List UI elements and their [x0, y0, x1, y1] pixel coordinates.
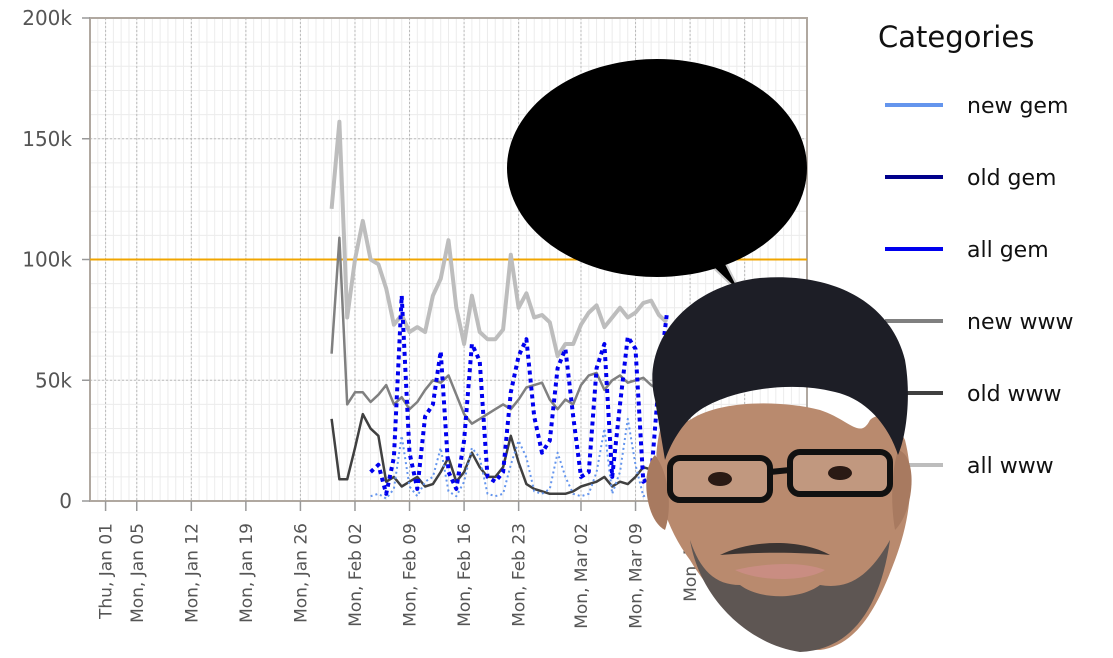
speech-bubble-body: [507, 59, 807, 277]
x-tick-label: Mon, Jan 19: [237, 523, 257, 623]
y-tick-label: 100k: [22, 248, 72, 272]
speech-bubble: [507, 59, 807, 296]
face-mouth: [735, 564, 825, 579]
x-tick-label: Mon, Jan 12: [182, 523, 202, 623]
legend: Categories new gem old gem all gem new www o…: [878, 20, 1073, 479]
series-layer: [329, 119, 669, 500]
legend-label-old-www: old www: [967, 382, 1062, 407]
legend-label-all-gem: all gem: [967, 238, 1049, 263]
x-tick-label: Mon, Jan 26: [291, 523, 311, 623]
y-tick-label: 0: [59, 489, 72, 513]
face-eye-left: [708, 472, 732, 486]
legend-label-new-www: new www: [967, 310, 1073, 335]
x-tick-label: Mon, Feb 02: [346, 523, 366, 627]
x-tick-label: Mon, Mar 02: [572, 523, 592, 629]
x-tick-label: Mon, Feb 09: [401, 523, 421, 627]
y-tick-label: 50k: [35, 368, 72, 392]
face-eye-right: [828, 466, 852, 480]
series-line-all-www: [329, 119, 669, 359]
face-hair: [652, 277, 908, 460]
face-ear-left: [646, 455, 669, 530]
face-ear-right: [892, 450, 912, 530]
face-mustache: [720, 542, 830, 555]
legend-title: Categories: [878, 20, 1034, 54]
legend-label-old-gem: old gem: [967, 166, 1056, 191]
legend-label-new-gem: new gem: [967, 94, 1068, 119]
legend-label-all-www: all www: [967, 454, 1054, 479]
x-tick-label: Mon, Feb 23: [510, 523, 530, 627]
x-tick-label: Mon, Feb 16: [455, 523, 475, 627]
y-axis-ticks: 0 50k 100k 150k 200k: [22, 6, 90, 513]
x-tick-label: Thu, Jan 01: [97, 523, 117, 620]
series-line-all-gem: [369, 293, 669, 496]
x-tick-label: Mon, Mar 09: [627, 523, 647, 629]
x-tick-label: Mon, Jan 05: [128, 523, 148, 623]
face-beard: [690, 540, 890, 652]
y-tick-label: 200k: [22, 6, 72, 30]
series-line-new-www: [330, 236, 668, 425]
face-glasses-bridge: [769, 467, 791, 475]
face-illustration: [646, 277, 912, 652]
y-tick-label: 150k: [22, 127, 72, 151]
x-axis-ticks: Thu, Jan 01 Mon, Jan 05 Mon, Jan 12 Mon, Ja…: [97, 501, 756, 629]
